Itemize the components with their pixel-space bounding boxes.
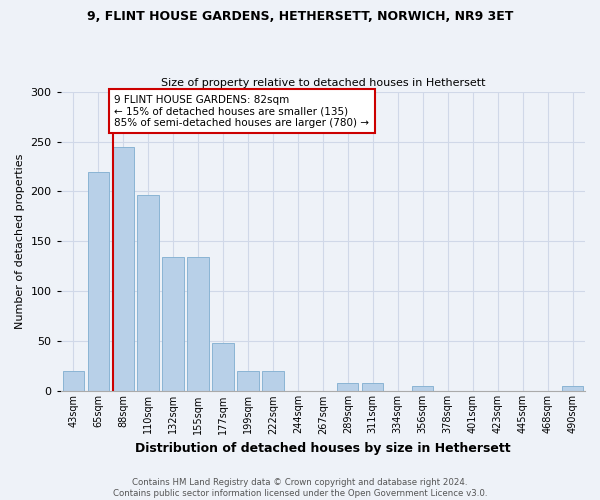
Text: Contains HM Land Registry data © Crown copyright and database right 2024.
Contai: Contains HM Land Registry data © Crown c… <box>113 478 487 498</box>
Bar <box>113 146 134 392</box>
Bar <box>137 196 159 392</box>
Bar <box>212 344 233 392</box>
Bar <box>562 386 583 392</box>
Bar <box>187 258 209 392</box>
Text: 9 FLINT HOUSE GARDENS: 82sqm
← 15% of detached houses are smaller (135)
85% of s: 9 FLINT HOUSE GARDENS: 82sqm ← 15% of de… <box>115 94 370 128</box>
Bar <box>337 384 358 392</box>
Bar <box>412 386 433 392</box>
Bar <box>88 172 109 392</box>
Bar <box>362 384 383 392</box>
Bar <box>62 372 84 392</box>
Bar <box>238 372 259 392</box>
Bar <box>163 258 184 392</box>
Bar <box>262 372 284 392</box>
X-axis label: Distribution of detached houses by size in Hethersett: Distribution of detached houses by size … <box>135 442 511 455</box>
Text: 9, FLINT HOUSE GARDENS, HETHERSETT, NORWICH, NR9 3ET: 9, FLINT HOUSE GARDENS, HETHERSETT, NORW… <box>87 10 513 23</box>
Title: Size of property relative to detached houses in Hethersett: Size of property relative to detached ho… <box>161 78 485 88</box>
Y-axis label: Number of detached properties: Number of detached properties <box>15 154 25 329</box>
